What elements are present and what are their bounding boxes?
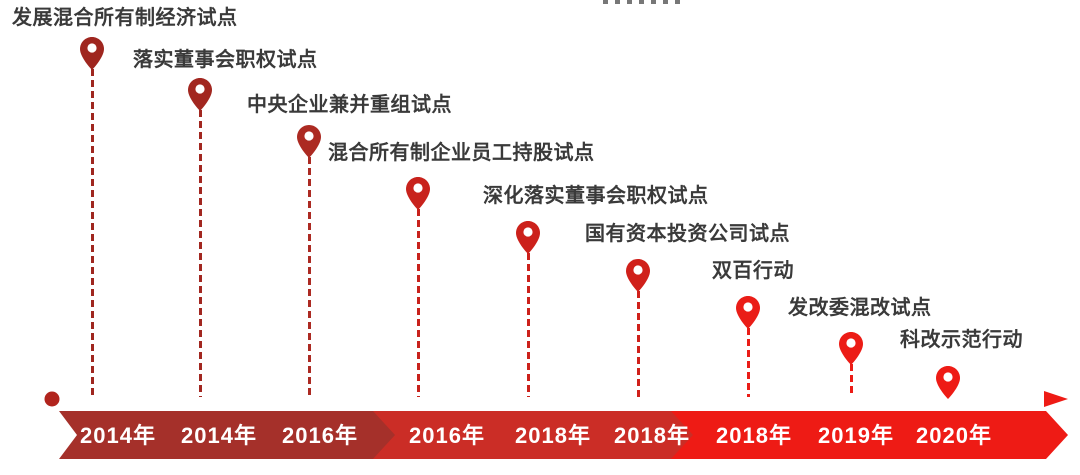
banner-segment-1	[59, 411, 395, 459]
event-year-label: 2018年	[614, 423, 690, 448]
event-dashed-connector	[526, 253, 530, 397]
event-label: 国有资本投资公司试点	[585, 223, 790, 245]
map-pin-icon	[936, 366, 960, 399]
event-dashed-connector	[636, 291, 640, 397]
map-pin-icon	[736, 296, 760, 329]
event-year-label: 2019年	[818, 423, 894, 448]
event-dashed-connector	[849, 364, 853, 397]
event-year-label: 2014年	[80, 423, 156, 448]
map-pin-icon	[839, 332, 863, 365]
map-pin-icon	[516, 221, 540, 254]
event-label: 发改委混改试点	[788, 297, 932, 319]
event-label: 深化落实董事会职权试点	[483, 185, 709, 207]
event-label: 科改示范行动	[900, 329, 1023, 351]
map-pin-icon	[188, 78, 212, 111]
event-dashed-connector	[90, 69, 94, 397]
map-pin-icon	[406, 177, 430, 210]
axis-arrowhead-icon	[1044, 391, 1068, 407]
event-dashed-connector	[198, 110, 202, 397]
event-label: 双百行动	[712, 260, 794, 282]
event-label: 落实董事会职权试点	[133, 49, 318, 71]
event-dashed-connector	[307, 157, 311, 397]
clipped-text-fragment	[603, 0, 683, 4]
banner-segment-3	[660, 411, 1068, 459]
axis-start-dot	[44, 391, 60, 407]
event-label: 中央企业兼并重组试点	[247, 94, 452, 116]
map-pin-icon	[297, 125, 321, 158]
event-year-label: 2016年	[282, 423, 358, 448]
event-year-label: 2020年	[916, 423, 992, 448]
event-dashed-connector	[416, 209, 420, 397]
map-pin-icon	[626, 259, 650, 292]
event-year-label: 2014年	[181, 423, 257, 448]
event-year-label: 2018年	[716, 423, 792, 448]
banner-segment-2	[365, 411, 693, 459]
event-label: 混合所有制企业员工持股试点	[328, 142, 595, 164]
event-year-label: 2018年	[515, 423, 591, 448]
event-dashed-connector	[746, 328, 750, 397]
event-label: 发展混合所有制经济试点	[12, 7, 238, 29]
map-pin-icon	[80, 37, 104, 70]
event-year-label: 2016年	[409, 423, 485, 448]
